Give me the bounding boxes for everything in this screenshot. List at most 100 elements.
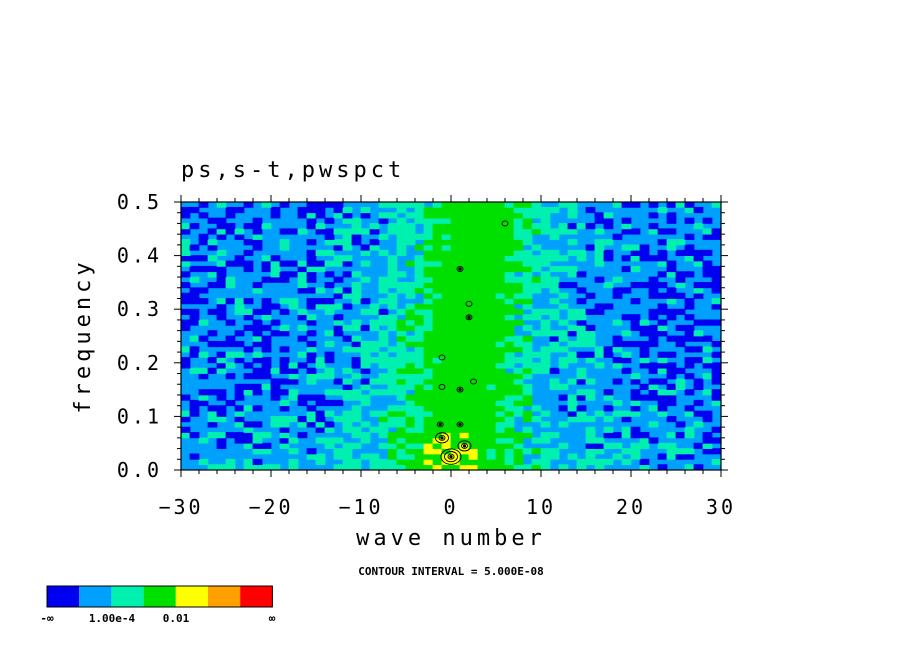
field-cell	[243, 362, 254, 369]
field-cell	[306, 394, 317, 401]
field-cell	[252, 405, 263, 412]
field-cell	[666, 212, 677, 219]
field-cell	[441, 212, 452, 219]
x-tick-label: 20	[616, 495, 646, 519]
field-cell	[504, 383, 515, 390]
field-cell	[423, 244, 434, 251]
field-cell	[234, 394, 245, 401]
field-cell	[567, 223, 578, 230]
field-cell	[693, 410, 704, 417]
field-cell	[666, 271, 677, 278]
field-cell	[567, 351, 578, 358]
colorbar-label: -∞	[40, 612, 54, 625]
field-cell	[333, 239, 344, 246]
field-cell	[432, 426, 443, 433]
field-cell	[585, 442, 596, 449]
field-cell	[423, 298, 434, 305]
field-cell	[531, 330, 542, 337]
field-cell	[549, 367, 560, 374]
field-cell	[675, 271, 686, 278]
field-cell	[324, 399, 335, 407]
field-cell	[450, 239, 461, 246]
field-cell	[396, 362, 407, 369]
field-cell	[378, 249, 389, 256]
field-cell	[216, 340, 227, 348]
field-cell	[702, 271, 713, 278]
field-cell	[594, 303, 605, 310]
field-cell	[558, 394, 569, 401]
field-cell	[234, 416, 245, 423]
field-cell	[432, 265, 443, 273]
field-cell	[252, 373, 263, 380]
field-cell	[378, 416, 389, 423]
field-cell	[486, 346, 497, 353]
field-cell	[216, 367, 227, 374]
field-cell	[603, 426, 614, 433]
contour-center	[438, 422, 442, 427]
field-cell	[405, 308, 416, 315]
field-cell	[558, 335, 569, 342]
field-cell	[216, 260, 227, 267]
field-cell	[432, 335, 443, 342]
field-cell	[288, 416, 299, 423]
field-cell	[351, 282, 362, 289]
field-cell	[459, 373, 470, 380]
field-cell	[387, 255, 398, 262]
field-cell	[576, 464, 587, 470]
field-cell	[558, 383, 569, 390]
field-cell	[495, 426, 506, 433]
field-cell	[657, 292, 668, 299]
field-cell	[477, 292, 488, 299]
field-cell	[648, 405, 659, 412]
field-cell	[450, 410, 461, 417]
field-cell	[378, 212, 389, 219]
field-cell	[477, 228, 488, 235]
field-cell	[558, 303, 569, 310]
field-cell	[414, 340, 425, 348]
field-cell	[189, 335, 200, 342]
field-cell	[405, 394, 416, 401]
field-cell	[216, 303, 227, 310]
field-cell	[468, 448, 479, 455]
field-cell	[243, 223, 254, 230]
field-cell	[279, 362, 290, 369]
field-cell	[342, 260, 353, 267]
field-cell	[432, 223, 443, 230]
field-cell	[468, 206, 479, 214]
field-cell	[504, 421, 515, 428]
field-cell	[351, 324, 362, 332]
field-cell	[450, 389, 461, 396]
field-cell	[441, 362, 452, 369]
field-cell	[342, 346, 353, 353]
field-cell	[603, 394, 614, 401]
field-cell	[549, 228, 560, 235]
field-cell	[495, 265, 506, 273]
field-cell	[504, 448, 515, 455]
field-cell	[414, 357, 425, 364]
field-cell	[450, 373, 461, 380]
field-cell	[405, 287, 416, 294]
field-cell	[477, 453, 488, 460]
field-cell	[261, 340, 272, 348]
field-cell	[639, 324, 650, 332]
field-cell	[297, 271, 308, 278]
field-cell	[333, 453, 344, 460]
field-cell	[279, 228, 290, 235]
colorbar-label: ∞	[269, 612, 276, 625]
field-cell	[432, 453, 443, 460]
field-cell	[459, 464, 470, 470]
field-cell	[432, 351, 443, 358]
field-cell	[342, 367, 353, 374]
field-cell	[459, 324, 470, 332]
field-cell	[315, 287, 326, 294]
field-cell	[342, 287, 353, 294]
field-cell	[450, 217, 461, 224]
field-cell	[468, 292, 479, 299]
field-cell	[396, 437, 407, 444]
field-cell	[270, 330, 281, 337]
field-cell	[531, 276, 542, 283]
field-cell	[468, 228, 479, 235]
field-cell	[702, 416, 713, 423]
field-cell	[441, 206, 452, 214]
field-cell	[261, 383, 272, 390]
